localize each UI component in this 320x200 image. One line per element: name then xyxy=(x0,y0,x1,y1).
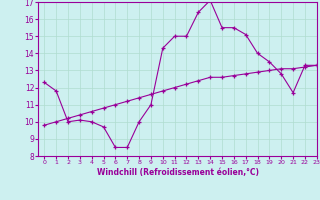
X-axis label: Windchill (Refroidissement éolien,°C): Windchill (Refroidissement éolien,°C) xyxy=(97,168,259,177)
